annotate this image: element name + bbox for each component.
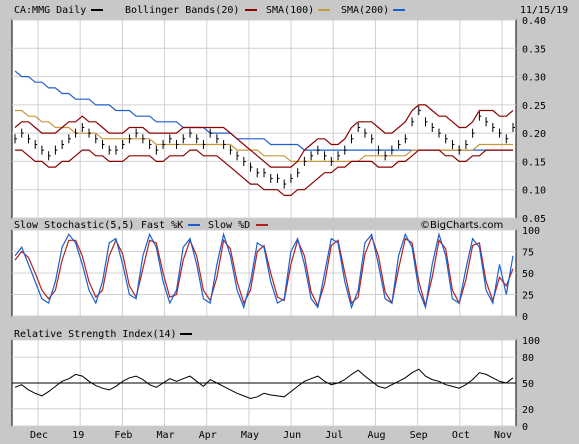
x-tick-label: Dec xyxy=(30,430,48,441)
x-tick-label: Jul xyxy=(325,430,343,441)
legend-sma200: SMA(200) xyxy=(341,5,389,16)
price-panel xyxy=(11,19,517,219)
x-tick-label: Mar xyxy=(157,430,175,441)
rsi-y-tick: 20 xyxy=(522,405,534,416)
rsi-title: Relative Strength Index(14) xyxy=(14,329,177,340)
date-label: 11/15/19 xyxy=(520,5,568,16)
x-tick-label: Aug xyxy=(367,430,385,441)
stoch-y-tick: 100 xyxy=(522,226,540,237)
x-tick-label: May xyxy=(241,430,259,441)
bollinger-upper-line xyxy=(14,104,514,168)
x-tick-label: Oct xyxy=(452,430,470,441)
price-y-tick: 0.30 xyxy=(522,73,546,84)
legend-sma100: SMA(100) xyxy=(266,5,314,16)
stoch-y-tick: 75 xyxy=(522,248,534,259)
rsi-y-tick: 50 xyxy=(522,379,534,390)
fast-k-line xyxy=(14,231,514,310)
price-y-tick: 0.20 xyxy=(522,129,546,140)
stoch-fast-label: Fast %K xyxy=(141,220,183,231)
x-tick-label: Nov xyxy=(494,430,512,441)
stoch-y-tick: 0 xyxy=(522,312,528,323)
rsi-y-tick: 80 xyxy=(522,353,534,364)
price-y-tick: 0.25 xyxy=(522,101,546,112)
rsi-y-tick: 0 xyxy=(522,422,528,433)
x-tick-label: 19 xyxy=(72,430,84,441)
x-tick-label: Sep xyxy=(410,430,428,441)
tick-labels: 0.400.350.300.250.200.150.100.0510075502… xyxy=(30,16,546,441)
x-tick-label: Feb xyxy=(114,430,132,441)
x-tick-label: Jun xyxy=(283,430,301,441)
rsi-line xyxy=(14,368,514,400)
price-y-tick: 0.35 xyxy=(522,44,546,55)
price-y-tick: 0.05 xyxy=(522,214,546,225)
watermark: ©BigCharts.com xyxy=(420,220,503,231)
price-y-tick: 0.40 xyxy=(522,16,546,27)
legend-bollinger: Bollinger Bands(20) xyxy=(125,5,239,16)
stoch-title: Slow Stochastic(5,5) xyxy=(14,220,134,231)
series-group xyxy=(12,70,516,400)
stoch-slow-label: Slow %D xyxy=(208,220,250,231)
stoch-y-tick: 25 xyxy=(522,291,534,302)
stoch-y-tick: 50 xyxy=(522,269,534,280)
price-y-tick: 0.10 xyxy=(522,186,546,197)
price-y-tick: 0.15 xyxy=(522,157,546,168)
rsi-y-tick: 100 xyxy=(522,336,540,347)
symbol-label: CA:MMG Daily xyxy=(14,5,86,16)
bollinger-lower-line xyxy=(15,149,513,196)
x-tick-label: Apr xyxy=(199,430,217,441)
